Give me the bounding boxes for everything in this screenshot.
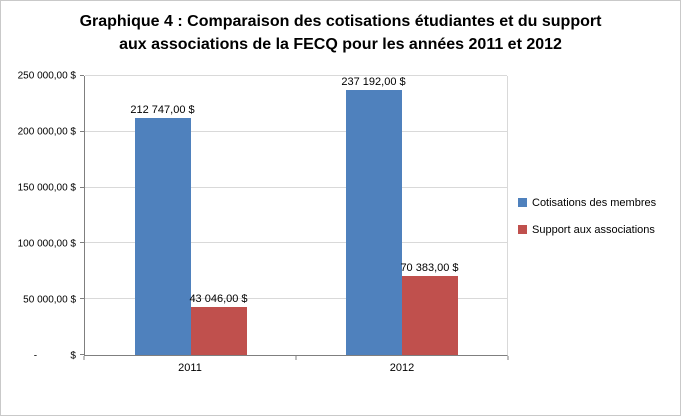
x-axis-labels: 2011 2012 — [83, 356, 509, 374]
y-tick-label: - $ — [33, 350, 76, 362]
y-tick-label: 50 000,00 $ — [23, 294, 76, 306]
x-category-label: 2012 — [389, 362, 415, 374]
bar — [134, 117, 191, 355]
gridline — [85, 75, 507, 76]
y-tick-label: 250 000,00 $ — [17, 70, 76, 82]
y-tick-mark — [80, 130, 84, 132]
legend: Cotisations des membres Support aux assoc… — [518, 197, 656, 236]
legend-label: Support aux associations — [532, 223, 655, 236]
x-category-label: 2011 — [178, 362, 202, 374]
gridline — [85, 242, 507, 244]
y-tick-label: 100 000,00 $ — [17, 238, 76, 250]
gridline — [85, 186, 507, 188]
y-tick-mark — [80, 298, 84, 300]
legend-label: Cotisations des membres — [532, 196, 657, 209]
bar — [401, 276, 458, 355]
legend-swatch — [518, 225, 527, 234]
bar-value-label: 237 192,00 $ — [341, 76, 406, 89]
y-tick-mark — [80, 354, 84, 355]
legend-swatch — [518, 198, 527, 207]
plot-area: 212 747,00 $ 43 046,00 $ 237 192,00 $ 70 38… — [80, 75, 508, 356]
x-tick-mark — [507, 356, 509, 360]
legend-item: Support aux associations — [518, 224, 656, 236]
gridline — [85, 298, 507, 300]
x-tick-mark — [83, 356, 85, 360]
bar-group: 212 747,00 $ 43 046,00 $ — [85, 76, 296, 355]
bar-column: 70 383,00 $ — [400, 76, 459, 355]
y-axis: - $ 50 000,00 $ 100 000,00 $ 150 000,00 $ 20… — [9, 71, 84, 362]
y-tick-mark — [80, 75, 84, 76]
legend-item: Cotisations des membres — [518, 197, 656, 209]
bar-group: 237 192,00 $ 70 383,00 $ — [296, 76, 507, 355]
bar-value-label: 43 046,00 $ — [189, 292, 248, 305]
y-tick-mark — [80, 186, 84, 188]
y-tick-label: 150 000,00 $ — [17, 182, 76, 194]
bar-column: 237 192,00 $ — [341, 76, 406, 355]
bar-value-label: 70 383,00 $ — [400, 262, 459, 275]
bar — [345, 90, 402, 355]
bar-value-label: 212 747,00 $ — [130, 103, 195, 116]
bar-column: 212 747,00 $ — [130, 76, 195, 355]
y-tick-label: 200 000,00 $ — [17, 126, 76, 138]
chart-body: - $ 50 000,00 $ 100 000,00 $ 150 000,00 $ 20… — [9, 71, 680, 362]
gridline — [85, 130, 507, 132]
bar — [190, 306, 247, 355]
y-tick-mark — [80, 242, 84, 244]
chart-title: Graphique 4 : Comparaison des cotisation… — [79, 13, 602, 53]
bar-column: 43 046,00 $ — [189, 76, 248, 355]
x-tick-mark — [295, 356, 297, 360]
